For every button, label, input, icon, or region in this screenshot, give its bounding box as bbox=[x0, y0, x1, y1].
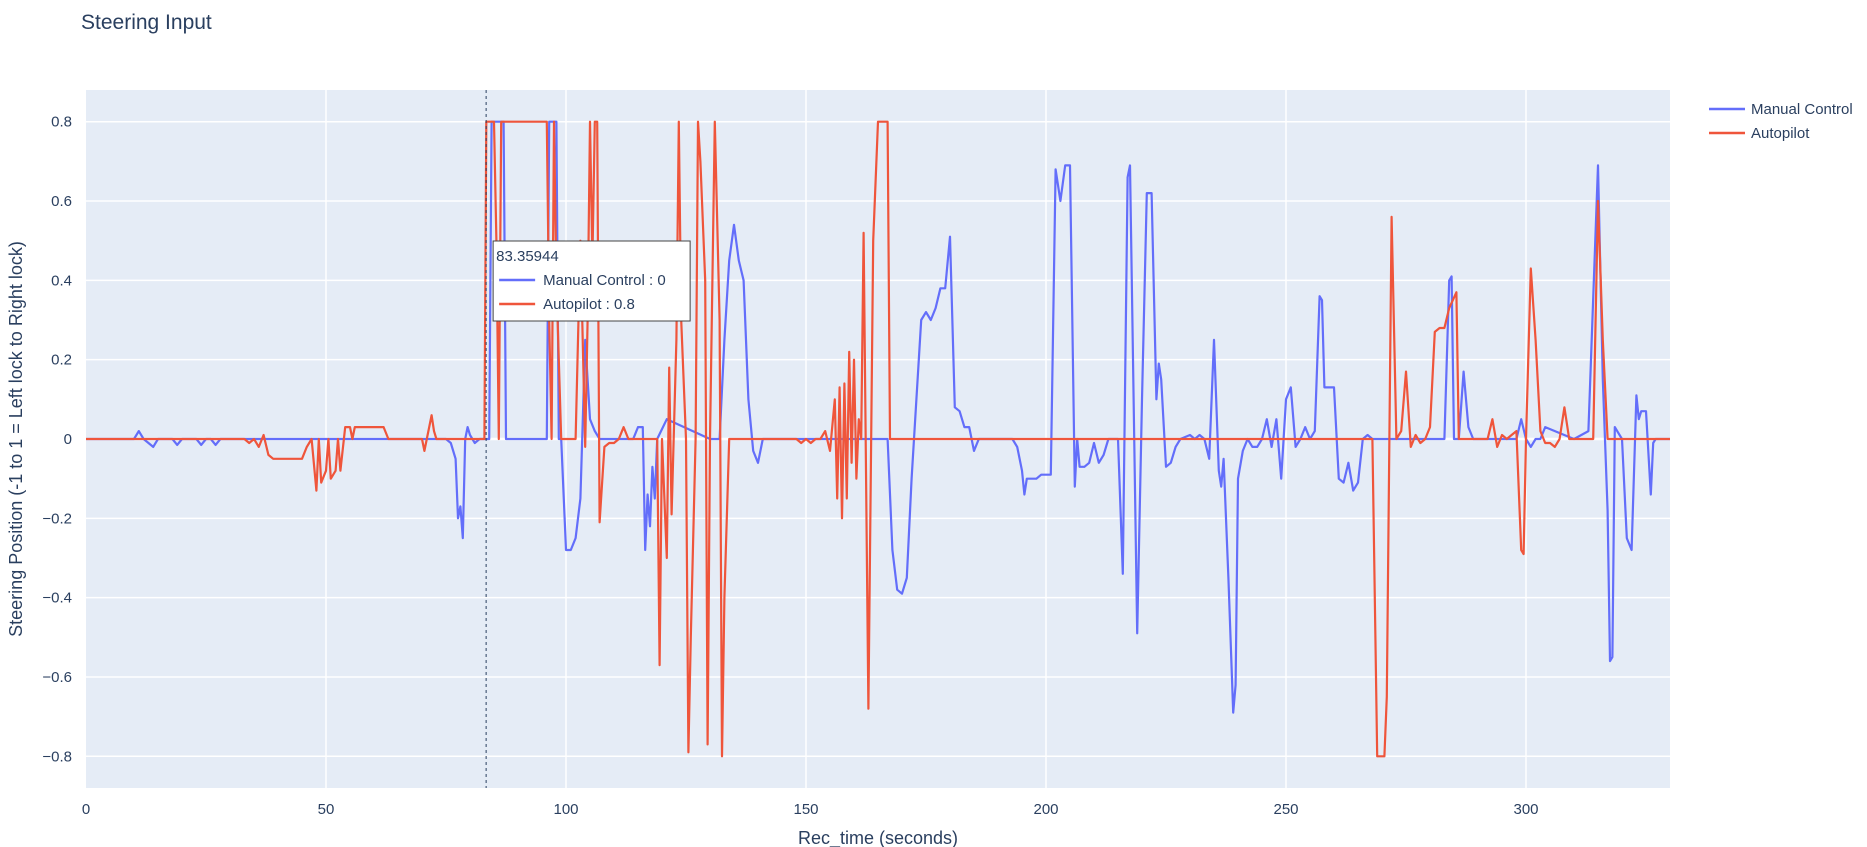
x-tick-label: 100 bbox=[553, 801, 578, 818]
x-axis-title: Rec_time (seconds) bbox=[798, 828, 958, 847]
tooltip-x-value: 83.35944 bbox=[496, 248, 559, 265]
legend-label: Manual Control bbox=[1751, 101, 1853, 118]
x-tick-label: 200 bbox=[1033, 801, 1058, 818]
y-tick-label: 0.6 bbox=[51, 193, 72, 210]
y-tick-label: −0.4 bbox=[42, 590, 72, 607]
y-tick-label: −0.2 bbox=[42, 510, 72, 527]
x-axis-ticks: 0 50 100 150 200 250 300 bbox=[82, 801, 1539, 818]
y-tick-label: 0.2 bbox=[51, 352, 72, 369]
y-axis-ticks: −0.8 −0.6 −0.4 −0.2 0 0.2 0.4 0.6 0.8 bbox=[42, 114, 72, 766]
x-tick-label: 150 bbox=[793, 801, 818, 818]
tooltip-item-label: Manual Control : 0 bbox=[543, 272, 666, 289]
series-line-manual-control[interactable] bbox=[86, 120, 1670, 714]
series-line-autopilot[interactable] bbox=[86, 120, 1670, 758]
hover-tooltip: 83.35944 Manual Control : 0 Autopilot : 0.… bbox=[492, 240, 691, 322]
series-lines bbox=[86, 120, 1670, 758]
legend-item-autopilot[interactable]: Autopilot bbox=[1709, 125, 1810, 142]
chart-title: Steering Input bbox=[81, 11, 212, 34]
x-tick-label: 300 bbox=[1513, 801, 1538, 818]
y-axis-title: Steering Position (-1 to 1 = Left lock t… bbox=[6, 241, 26, 637]
x-tick-label: 0 bbox=[82, 801, 90, 818]
y-tick-label: −0.8 bbox=[42, 748, 72, 765]
y-tick-label: 0.8 bbox=[51, 114, 72, 131]
y-tick-label: 0.4 bbox=[51, 272, 72, 289]
y-tick-label: −0.6 bbox=[42, 669, 72, 686]
tooltip-item-label: Autopilot : 0.8 bbox=[543, 296, 635, 313]
x-tick-label: 250 bbox=[1273, 801, 1298, 818]
legend-label: Autopilot bbox=[1751, 125, 1810, 142]
legend[interactable]: Manual Control Autopilot bbox=[1709, 101, 1853, 142]
x-tick-label: 50 bbox=[318, 801, 335, 818]
y-tick-label: 0 bbox=[64, 431, 72, 448]
legend-item-manual-control[interactable]: Manual Control bbox=[1709, 101, 1853, 118]
